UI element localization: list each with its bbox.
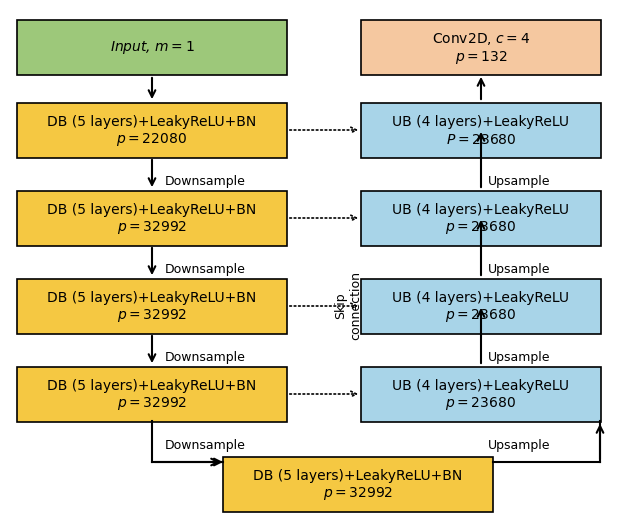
Text: DB (5 layers)+LeakyReLU+BN: DB (5 layers)+LeakyReLU+BN (47, 203, 257, 217)
Text: UB (4 layers)+LeakyReLU: UB (4 layers)+LeakyReLU (392, 379, 570, 393)
FancyBboxPatch shape (17, 102, 287, 157)
Text: DB (5 layers)+LeakyReLU+BN: DB (5 layers)+LeakyReLU+BN (47, 291, 257, 305)
FancyBboxPatch shape (361, 191, 601, 246)
Text: DB (5 layers)+LeakyReLU+BN: DB (5 layers)+LeakyReLU+BN (47, 379, 257, 393)
Text: UB (4 layers)+LeakyReLU: UB (4 layers)+LeakyReLU (392, 115, 570, 129)
Text: UB (4 layers)+LeakyReLU: UB (4 layers)+LeakyReLU (392, 291, 570, 305)
Text: Downsample: Downsample (165, 175, 246, 188)
Text: $p = 32992$: $p = 32992$ (323, 486, 393, 503)
Text: Downsample: Downsample (165, 263, 246, 277)
Text: UB (4 layers)+LeakyReLU: UB (4 layers)+LeakyReLU (392, 203, 570, 217)
FancyBboxPatch shape (17, 191, 287, 246)
Text: DB (5 layers)+LeakyReLU+BN: DB (5 layers)+LeakyReLU+BN (47, 115, 257, 129)
Text: Downsample: Downsample (165, 352, 246, 364)
Text: Upsample: Upsample (488, 439, 550, 452)
Text: $p = 32992$: $p = 32992$ (117, 395, 187, 412)
Text: Skip
connection: Skip connection (334, 271, 362, 341)
Text: $p = 132$: $p = 132$ (455, 49, 508, 65)
FancyBboxPatch shape (17, 278, 287, 334)
FancyBboxPatch shape (223, 457, 493, 512)
Text: $p = 23680$: $p = 23680$ (445, 307, 516, 325)
Text: $p = 23680$: $p = 23680$ (445, 220, 516, 237)
Text: $p = 23680$: $p = 23680$ (445, 395, 516, 412)
Text: $p = 22080$: $p = 22080$ (116, 131, 187, 148)
Text: $p = 32992$: $p = 32992$ (117, 307, 187, 325)
Text: Conv2D, $c = 4$: Conv2D, $c = 4$ (432, 31, 530, 47)
FancyBboxPatch shape (17, 20, 287, 74)
Text: Upsample: Upsample (488, 175, 550, 188)
Text: Input, $m = 1$: Input, $m = 1$ (109, 39, 195, 55)
Text: DB (5 layers)+LeakyReLU+BN: DB (5 layers)+LeakyReLU+BN (253, 469, 463, 483)
Text: Downsample: Downsample (165, 439, 246, 452)
Text: Upsample: Upsample (488, 263, 550, 277)
FancyBboxPatch shape (361, 102, 601, 157)
FancyBboxPatch shape (361, 366, 601, 421)
FancyBboxPatch shape (17, 366, 287, 421)
FancyBboxPatch shape (361, 20, 601, 74)
Text: $P = 23680$: $P = 23680$ (446, 133, 516, 147)
FancyBboxPatch shape (361, 278, 601, 334)
Text: Upsample: Upsample (488, 352, 550, 364)
Text: $p = 32992$: $p = 32992$ (117, 220, 187, 237)
